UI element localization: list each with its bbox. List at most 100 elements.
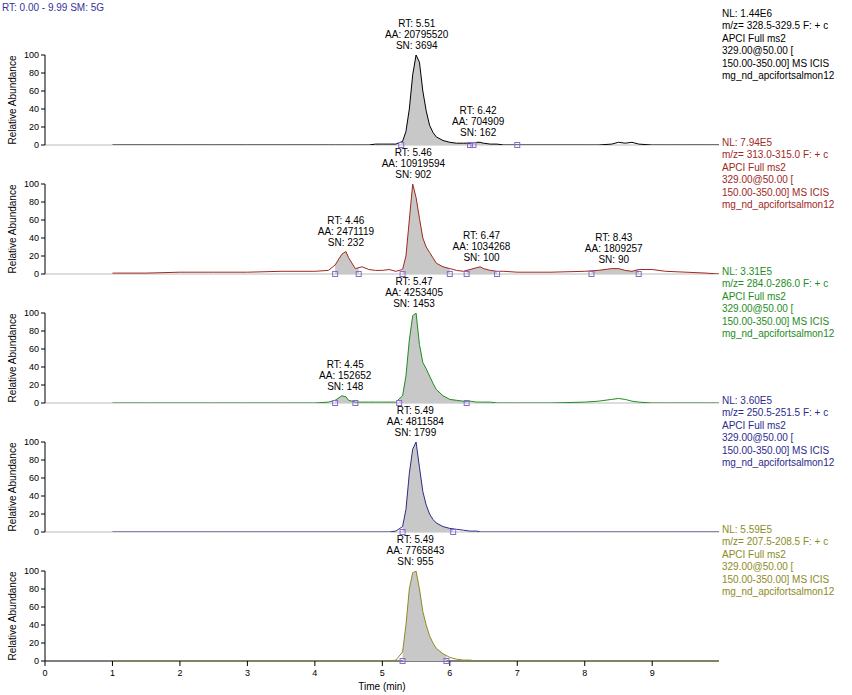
y-tick	[41, 256, 45, 257]
x-tick	[584, 661, 585, 666]
peak-label: AA: 7765843	[386, 545, 444, 556]
y-tick	[41, 589, 45, 590]
boundary-marker	[464, 401, 469, 406]
y-tick-label: 100	[24, 437, 39, 447]
y-tick-label: 40	[29, 233, 39, 243]
y-tick-label: 20	[29, 509, 39, 519]
x-tick	[517, 661, 518, 666]
y-tick-label: 100	[24, 566, 39, 576]
scan-info: 150.00-350.00] MS ICIS	[722, 187, 830, 198]
scan-info: NL: 3.31E5	[722, 266, 772, 277]
y-tick-label: 40	[29, 491, 39, 501]
peak-label: SN: 1453	[393, 298, 435, 309]
y-tick	[41, 91, 45, 92]
scan-info: m/z= 250.5-251.5 F: + c	[722, 407, 828, 418]
scan-info: 150.00-350.00] MS ICIS	[722, 58, 830, 69]
y-tick-label: 20	[29, 251, 39, 261]
panel: 020406080100Relative AbundanceRT: 4.46AA…	[7, 137, 835, 279]
peak-label: RT: 4.45	[327, 359, 364, 370]
y-tick	[41, 127, 45, 128]
x-tick-label: 4	[312, 668, 317, 678]
x-tick-label: 8	[582, 668, 587, 678]
peak-label: RT: 5.46	[395, 147, 432, 158]
boundary-marker	[464, 272, 469, 277]
panel: 020406080100Relative AbundanceRT: 5.49AA…	[7, 395, 835, 537]
scan-info: 329.00@50.00 [	[722, 432, 794, 443]
boundary-marker	[400, 659, 405, 664]
y-tick-label: 80	[29, 584, 39, 594]
x-tick-label: 3	[245, 668, 250, 678]
scan-info: NL: 7.94E5	[722, 137, 772, 148]
boundary-marker	[471, 143, 476, 148]
y-tick-label: 100	[24, 308, 39, 318]
peak-label: SN: 955	[397, 556, 434, 567]
y-tick-label: 20	[29, 380, 39, 390]
y-tick-label: 40	[29, 104, 39, 114]
scan-info: APCI Full ms2	[722, 291, 786, 302]
peak-label: AA: 4253405	[385, 287, 443, 298]
y-axis-label: Relative Abundance	[7, 313, 18, 402]
peak-label: AA: 10919594	[382, 158, 446, 169]
scan-info: 150.00-350.00] MS ICIS	[722, 574, 830, 585]
peak-label: SN: 90	[598, 254, 629, 265]
y-tick	[41, 478, 45, 479]
integrated-area	[399, 313, 466, 403]
boundary-marker	[333, 401, 338, 406]
y-tick	[41, 403, 45, 404]
y-tick-label: 40	[29, 362, 39, 372]
x-axis-label: Time (min)	[358, 681, 405, 692]
trace	[112, 313, 719, 403]
y-tick	[41, 607, 45, 608]
boundary-marker	[451, 530, 456, 535]
y-tick	[41, 571, 45, 572]
peak-label: SN: 162	[460, 127, 497, 138]
boundary-marker	[356, 272, 361, 277]
y-axis-line	[45, 313, 46, 403]
peak-label: RT: 5.51	[398, 18, 435, 29]
y-tick	[41, 274, 45, 275]
y-tick	[41, 514, 45, 515]
y-tick	[41, 220, 45, 221]
boundary-marker	[468, 143, 473, 148]
boundary-marker	[447, 272, 452, 277]
x-tick	[112, 661, 113, 666]
x-tick	[179, 661, 180, 666]
y-axis-label: Relative Abundance	[7, 571, 18, 660]
x-tick	[449, 661, 450, 666]
y-tick	[41, 55, 45, 56]
peak-label: RT: 6.42	[460, 105, 497, 116]
page: {"header": "RT: 0.00 - 9.99 SM: 5G", "ch…	[0, 0, 852, 695]
x-tick-label: 7	[515, 668, 520, 678]
data-group	[112, 313, 719, 403]
y-tick-label: 60	[29, 602, 39, 612]
trace	[112, 55, 719, 145]
integrated-area	[403, 571, 447, 661]
scan-info: 150.00-350.00] MS ICIS	[722, 316, 830, 327]
y-tick-label: 80	[29, 326, 39, 336]
y-tick-label: 100	[24, 179, 39, 189]
scan-info: m/z= 207.5-208.5 F: + c	[722, 536, 828, 547]
y-axis-label: Relative Abundance	[7, 55, 18, 144]
scan-info: 329.00@50.00 [	[722, 174, 794, 185]
scan-info: m/z= 313.0-315.0 F: + c	[722, 149, 828, 160]
trace	[112, 442, 719, 532]
x-tick-label: 6	[447, 668, 452, 678]
chart-root: RT: 0.00 - 9.99 SM: 5G020406080100Relati…	[0, 0, 852, 695]
y-tick-label: 80	[29, 68, 39, 78]
scan-info: APCI Full ms2	[722, 549, 786, 560]
scan-info: APCI Full ms2	[722, 420, 786, 431]
x-tick	[652, 661, 653, 666]
scan-info: mg_nd_apcifortsalmon12	[722, 586, 835, 597]
peak-label: RT: 5.49	[397, 534, 434, 545]
peak-label: AA: 152652	[319, 370, 372, 381]
x-tick	[382, 661, 383, 666]
peak-label: RT: 8.43	[595, 232, 632, 243]
y-tick	[41, 460, 45, 461]
y-tick	[41, 661, 45, 662]
y-tick	[41, 367, 45, 368]
boundary-marker	[495, 272, 500, 277]
y-tick	[41, 349, 45, 350]
peak-label: RT: 4.46	[327, 215, 364, 226]
y-tick	[41, 532, 45, 533]
y-axis-line	[45, 442, 46, 532]
